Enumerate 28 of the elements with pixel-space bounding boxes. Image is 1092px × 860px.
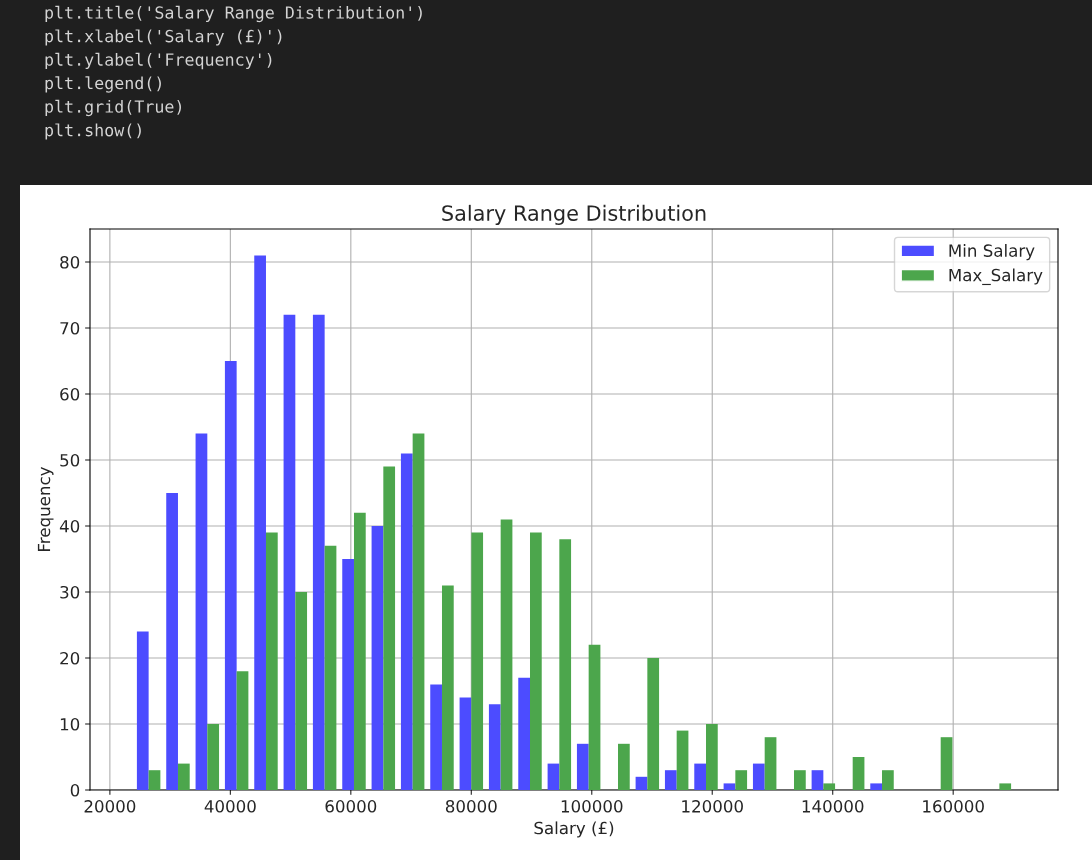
- x-tick-label: 60000: [325, 800, 377, 813]
- text: plt.title('Salary Range Distribution'): [45, 5, 422, 23]
- chart-title: Salary Range Distribution: [442, 204, 706, 225]
- text: plt.ylabel('Frequency'): [45, 52, 272, 70]
- y-tick-label: 30: [60, 585, 80, 599]
- text: plt.show(): [45, 123, 141, 140]
- text: plt.xlabel('Salary (£)'): [45, 29, 282, 46]
- y-tick-label: 20: [60, 651, 80, 665]
- y-tick-label: 10: [60, 717, 80, 731]
- x-tick-label: 20000: [84, 800, 136, 813]
- y-axis-title: Frequency: [37, 466, 54, 551]
- legend-label: Max_Salary: [949, 268, 1043, 286]
- x-tick-label: 100000: [561, 800, 623, 813]
- legend-label: Min Salary: [949, 244, 1035, 261]
- y-tick-label: 80: [60, 255, 80, 269]
- x-tick-label: 160000: [923, 800, 984, 813]
- x-tick-label: 40000: [204, 800, 256, 813]
- x-tick-label: 140000: [802, 800, 864, 813]
- text: plt.legend(): [45, 76, 161, 93]
- x-tick-label: 120000: [682, 800, 743, 813]
- y-tick-label: 40: [59, 519, 80, 533]
- y-tick-label: 0: [70, 783, 80, 797]
- text: plt.grid(True): [45, 99, 182, 117]
- x-tick-label: 80000: [445, 800, 497, 813]
- y-tick-label: 60: [60, 387, 80, 401]
- y-tick-label: 50: [60, 453, 80, 467]
- y-tick-label: 70: [60, 321, 80, 335]
- x-axis-title: Salary (£): [534, 821, 614, 838]
